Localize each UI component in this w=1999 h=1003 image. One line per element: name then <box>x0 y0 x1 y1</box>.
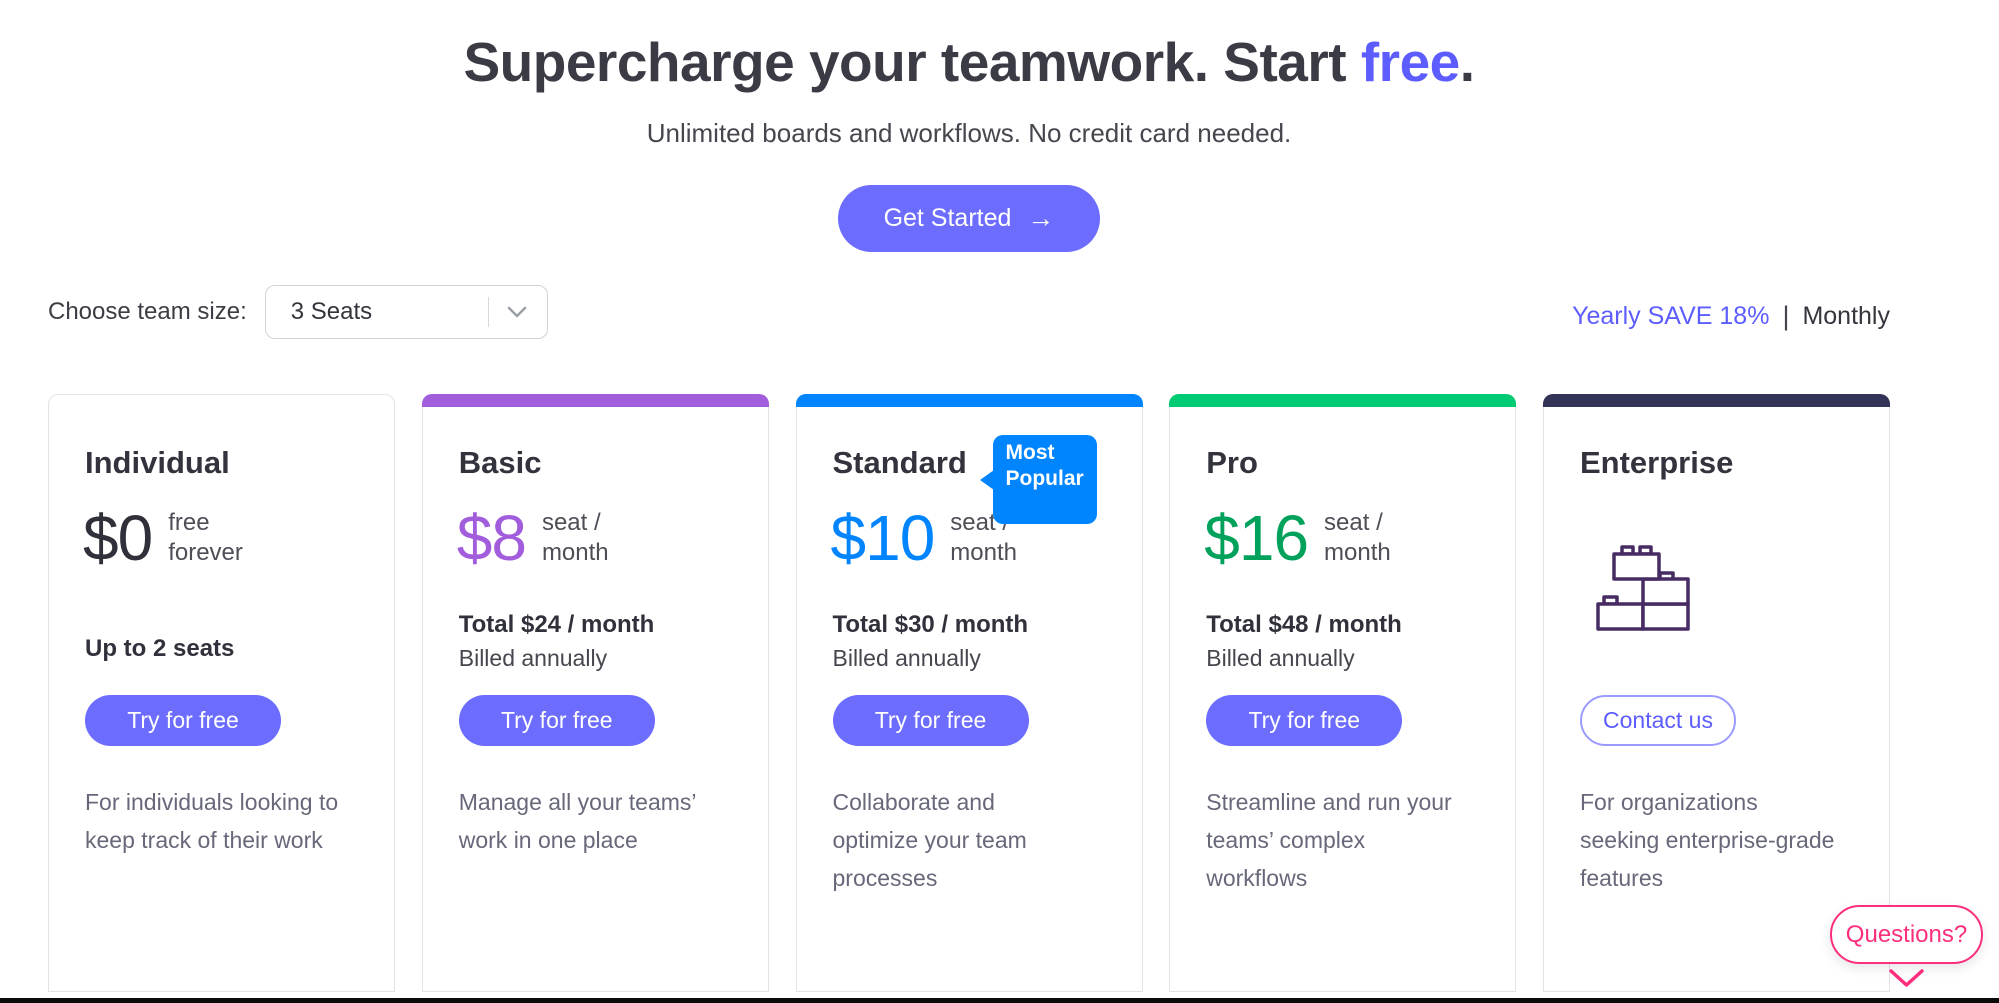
plan-name: Individual <box>85 445 230 480</box>
plan-description: Collaborate and optimize your team proce… <box>832 789 1027 891</box>
price-unit: seat / month <box>541 509 609 566</box>
try-for-free-button[interactable]: Try for free <box>458 695 655 746</box>
price-row: $10 seat / month <box>831 501 1017 575</box>
bottom-strip <box>0 998 1999 1003</box>
plan-price: $0 <box>83 502 153 574</box>
select-divider <box>487 297 489 327</box>
plan-name: Pro <box>1206 445 1258 480</box>
team-size-label: Choose team size: <box>48 298 247 325</box>
plan-billed: Billed annually <box>1206 645 1355 671</box>
plan-description: Streamline and run your teams’ complex w… <box>1206 789 1452 891</box>
plan-card-enterprise: Enterprise Contact us For organizations … <box>1543 394 1890 992</box>
questions-button[interactable]: Questions? <box>1830 905 1983 964</box>
team-size-control: Choose team size: 3 Seats <box>48 285 548 339</box>
plan-accent-bar <box>421 394 769 407</box>
get-started-label: Get Started <box>883 204 1012 232</box>
price-row: $16 seat / month <box>1204 501 1390 575</box>
plan-billed: Billed annually <box>458 645 608 671</box>
plan-price: $10 <box>830 502 936 574</box>
total-block: Total $30 / month Billed annually <box>833 611 1029 672</box>
plan-card-standard: Standard Most Popular $10 seat / month T… <box>795 394 1143 992</box>
badge-tail <box>979 469 994 490</box>
billing-divider: | <box>1782 301 1790 331</box>
page-subtitle: Unlimited boards and workflows. No credi… <box>646 118 1292 148</box>
chevron-down-icon <box>507 306 527 317</box>
plan-name: Basic <box>458 445 542 480</box>
contact-us-button[interactable]: Contact us <box>1580 695 1736 746</box>
plan-description: For individuals looking to keep track of… <box>85 789 339 853</box>
most-popular-badge: Most Popular <box>979 435 1097 524</box>
team-size-select[interactable]: 3 Seats <box>264 285 548 339</box>
price-row: $0 free forever <box>83 501 243 575</box>
plan-total: Total $24 / month <box>458 611 655 638</box>
pricing-page: Supercharge your teamwork. Start free. U… <box>48 0 1890 992</box>
billing-yearly-link[interactable]: Yearly SAVE 18% <box>1572 302 1770 330</box>
plan-name: Standard <box>832 445 967 480</box>
plan-price: $16 <box>1204 502 1309 574</box>
plan-cards: Individual $0 free forever Up to 2 seats… <box>48 394 1890 992</box>
page-title: Supercharge your teamwork. Start free. <box>48 0 1890 94</box>
plan-accent-bar <box>1169 394 1517 407</box>
title-suffix: . <box>1459 31 1475 93</box>
plan-card-basic: Basic $8 seat / month Total $24 / month … <box>421 394 769 992</box>
team-size-value: 3 Seats <box>290 298 373 325</box>
title-highlight: free <box>1360 31 1460 93</box>
plan-description: Manage all your teams’ work in one place <box>458 789 697 853</box>
arrow-right-icon: → <box>1027 203 1055 233</box>
enterprise-bricks-icon <box>1596 545 1690 631</box>
seats-note: Up to 2 seats <box>85 635 235 662</box>
plan-name: Enterprise <box>1580 445 1734 480</box>
try-for-free-button[interactable]: Try for free <box>85 695 281 746</box>
plan-price: $8 <box>456 502 527 574</box>
plan-card-pro: Pro $16 seat / month Total $48 / month B… <box>1169 394 1517 992</box>
price-unit: free forever <box>168 509 243 566</box>
title-prefix: Supercharge your teamwork. Start <box>463 31 1361 93</box>
try-for-free-button[interactable]: Try for free <box>1206 695 1403 746</box>
try-for-free-button[interactable]: Try for free <box>832 695 1029 746</box>
total-block: Total $24 / month Billed annually <box>459 611 655 672</box>
controls-row: Choose team size: 3 Seats Yearly SAVE 18… <box>48 285 1890 339</box>
price-unit: seat / month <box>1324 509 1391 566</box>
price-row: $8 seat / month <box>457 501 609 575</box>
plan-description: For organizations seeking enterprise-gra… <box>1580 789 1835 891</box>
chevron-down-icon[interactable] <box>1888 968 1925 989</box>
plan-total: Total $30 / month <box>832 611 1029 638</box>
plan-accent-bar <box>795 394 1143 407</box>
total-block: Total $48 / month Billed annually <box>1206 611 1402 672</box>
billing-toggle: Yearly SAVE 18% | Monthly <box>1572 301 1890 339</box>
plan-billed: Billed annually <box>832 645 981 671</box>
billing-monthly-link[interactable]: Monthly <box>1802 302 1890 330</box>
hero-section: Supercharge your teamwork. Start free. U… <box>48 0 1890 252</box>
plan-accent-bar <box>1543 394 1890 407</box>
plan-total: Total $48 / month <box>1206 611 1402 638</box>
plan-card-individual: Individual $0 free forever Up to 2 seats… <box>48 394 395 992</box>
get-started-button[interactable]: Get Started → <box>838 185 1100 252</box>
